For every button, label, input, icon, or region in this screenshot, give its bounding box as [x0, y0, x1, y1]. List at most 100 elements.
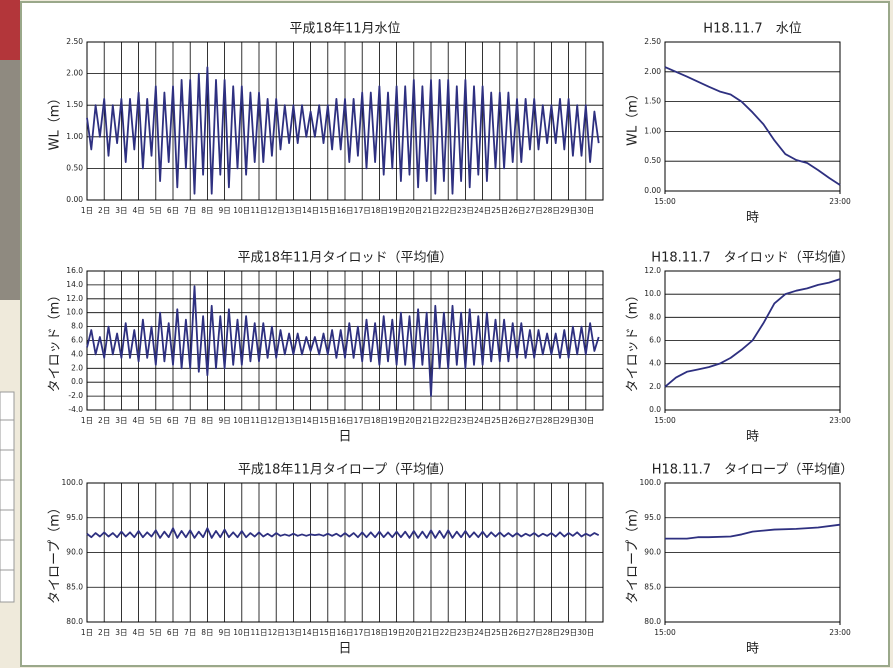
x-tick-label: 19日: [388, 628, 405, 637]
y-tick-label: 0.50: [644, 156, 661, 165]
x-tick-label: 18日: [371, 416, 388, 425]
x-tick-label: 9日: [218, 628, 230, 637]
x-tick-label: 22日: [440, 206, 457, 215]
x-tick-label: 23日: [457, 416, 474, 425]
x-tick-label: 7日: [184, 416, 196, 425]
x-tick-label: 24日: [474, 416, 491, 425]
x-tick-label: 26日: [508, 206, 525, 215]
x-tick-label: 3日: [115, 206, 127, 215]
x-tick-label: 15日: [319, 628, 336, 637]
y-tick-label: 2.0: [649, 382, 661, 391]
x-tick-label: 24日: [474, 628, 491, 637]
x-tick-label: 4日: [132, 416, 144, 425]
x-tick-label: 2日: [98, 416, 110, 425]
x-tick-label: 18日: [371, 206, 388, 215]
x-tick-label: 25日: [491, 206, 508, 215]
y-tick-label: 85.0: [644, 582, 661, 591]
photo-bottom: [0, 60, 20, 300]
x-tick-label: 22日: [440, 628, 457, 637]
y-tick-label: 90.0: [644, 548, 661, 557]
x-tick-label: 22日: [440, 416, 457, 425]
y-tick-label: 80.0: [66, 617, 83, 626]
x-tick-label: 6日: [167, 206, 179, 215]
y-tick-label: 0.00: [644, 186, 661, 195]
x-tick-label: 13日: [285, 628, 302, 637]
x-tick-label: 26日: [508, 628, 525, 637]
y-tick-label: 95.0: [644, 513, 661, 522]
x-axis-label: 日: [338, 430, 351, 445]
x-tick-label: 15日: [319, 206, 336, 215]
y-tick-label: 100.0: [640, 478, 662, 487]
x-tick-label: 30日: [577, 628, 594, 637]
x-tick-label: 13日: [285, 416, 302, 425]
x-tick-label: 1日: [81, 416, 93, 425]
y-axis-label: タイロープ（m）: [626, 501, 641, 604]
x-tick-label: 15:00: [654, 197, 676, 206]
x-tick-label: 26日: [508, 416, 525, 425]
y-tick-label: 0.00: [66, 195, 83, 204]
x-tick-label: 2日: [98, 206, 110, 215]
x-tick-label: 27日: [526, 628, 543, 637]
x-tick-label: 24日: [474, 206, 491, 215]
x-tick-label: 30日: [577, 416, 594, 425]
side-table: [0, 391, 15, 603]
y-tick-label: 1.00: [644, 126, 661, 135]
chart-title: 平成18年11月水位: [289, 22, 400, 37]
x-tick-label: 23日: [457, 206, 474, 215]
x-tick-label: 11日: [250, 416, 267, 425]
x-tick-label: 18日: [371, 628, 388, 637]
x-tick-label: 13日: [285, 206, 302, 215]
data-line: [86, 285, 600, 397]
data-line: [664, 278, 841, 388]
data-line: [86, 66, 600, 195]
x-tick-label: 21日: [422, 628, 439, 637]
x-tick-label: 19日: [388, 416, 405, 425]
y-tick-label: 85.0: [66, 582, 83, 591]
y-axis-label: WL（m）: [626, 87, 641, 146]
y-axis-label: タイロッド（m）: [626, 289, 641, 393]
x-tick-label: 10日: [233, 206, 250, 215]
y-tick-label: 1.00: [66, 132, 83, 141]
x-tick-label: 1日: [81, 206, 93, 215]
x-tick-label: 20日: [405, 628, 422, 637]
x-tick-label: 17日: [354, 206, 371, 215]
y-axis-label: タイロッド（m）: [48, 289, 63, 393]
x-tick-label: 11日: [250, 206, 267, 215]
x-tick-label: 14日: [302, 206, 319, 215]
y-tick-label: 14.0: [66, 280, 83, 289]
x-tick-label: 14日: [302, 628, 319, 637]
y-tick-label: 100.0: [62, 478, 84, 487]
y-tick-label: 8.0: [649, 312, 661, 321]
x-tick-label: 28日: [543, 416, 560, 425]
photo-top: [0, 0, 20, 60]
y-tick-label: 10.0: [66, 308, 83, 317]
y-tick-label: -4.0: [68, 405, 83, 414]
x-tick-label: 25日: [491, 416, 508, 425]
x-tick-label: 8日: [201, 628, 213, 637]
data-line: [86, 527, 600, 539]
x-tick-label: 25日: [491, 628, 508, 637]
x-tick-label: 7日: [184, 628, 196, 637]
y-tick-label: 4.0: [71, 349, 83, 358]
y-tick-label: 6.0: [649, 336, 661, 345]
x-tick-label: 12日: [268, 206, 285, 215]
x-axis-label: 時: [746, 642, 759, 657]
x-tick-label: 3日: [115, 416, 127, 425]
chart-title: H18.11.7 タイロッド（平均値）: [651, 250, 853, 266]
x-tick-label: 10日: [233, 416, 250, 425]
y-tick-label: 2.00: [644, 67, 661, 76]
x-tick-label: 23日: [457, 628, 474, 637]
x-tick-label: 15日: [319, 416, 336, 425]
x-tick-label: 15:00: [654, 628, 676, 637]
x-tick-label: 28日: [543, 628, 560, 637]
y-tick-label: 12.0: [66, 294, 83, 303]
y-tick-label: 10.0: [644, 289, 661, 298]
x-tick-label: 9日: [218, 206, 230, 215]
y-tick-label: -2.0: [68, 391, 83, 400]
x-tick-label: 5日: [150, 416, 162, 425]
x-tick-label: 11日: [250, 628, 267, 637]
y-tick-label: 90.0: [66, 548, 83, 557]
x-tick-label: 6日: [167, 628, 179, 637]
x-tick-label: 17日: [354, 416, 371, 425]
data-line: [665, 523, 841, 540]
